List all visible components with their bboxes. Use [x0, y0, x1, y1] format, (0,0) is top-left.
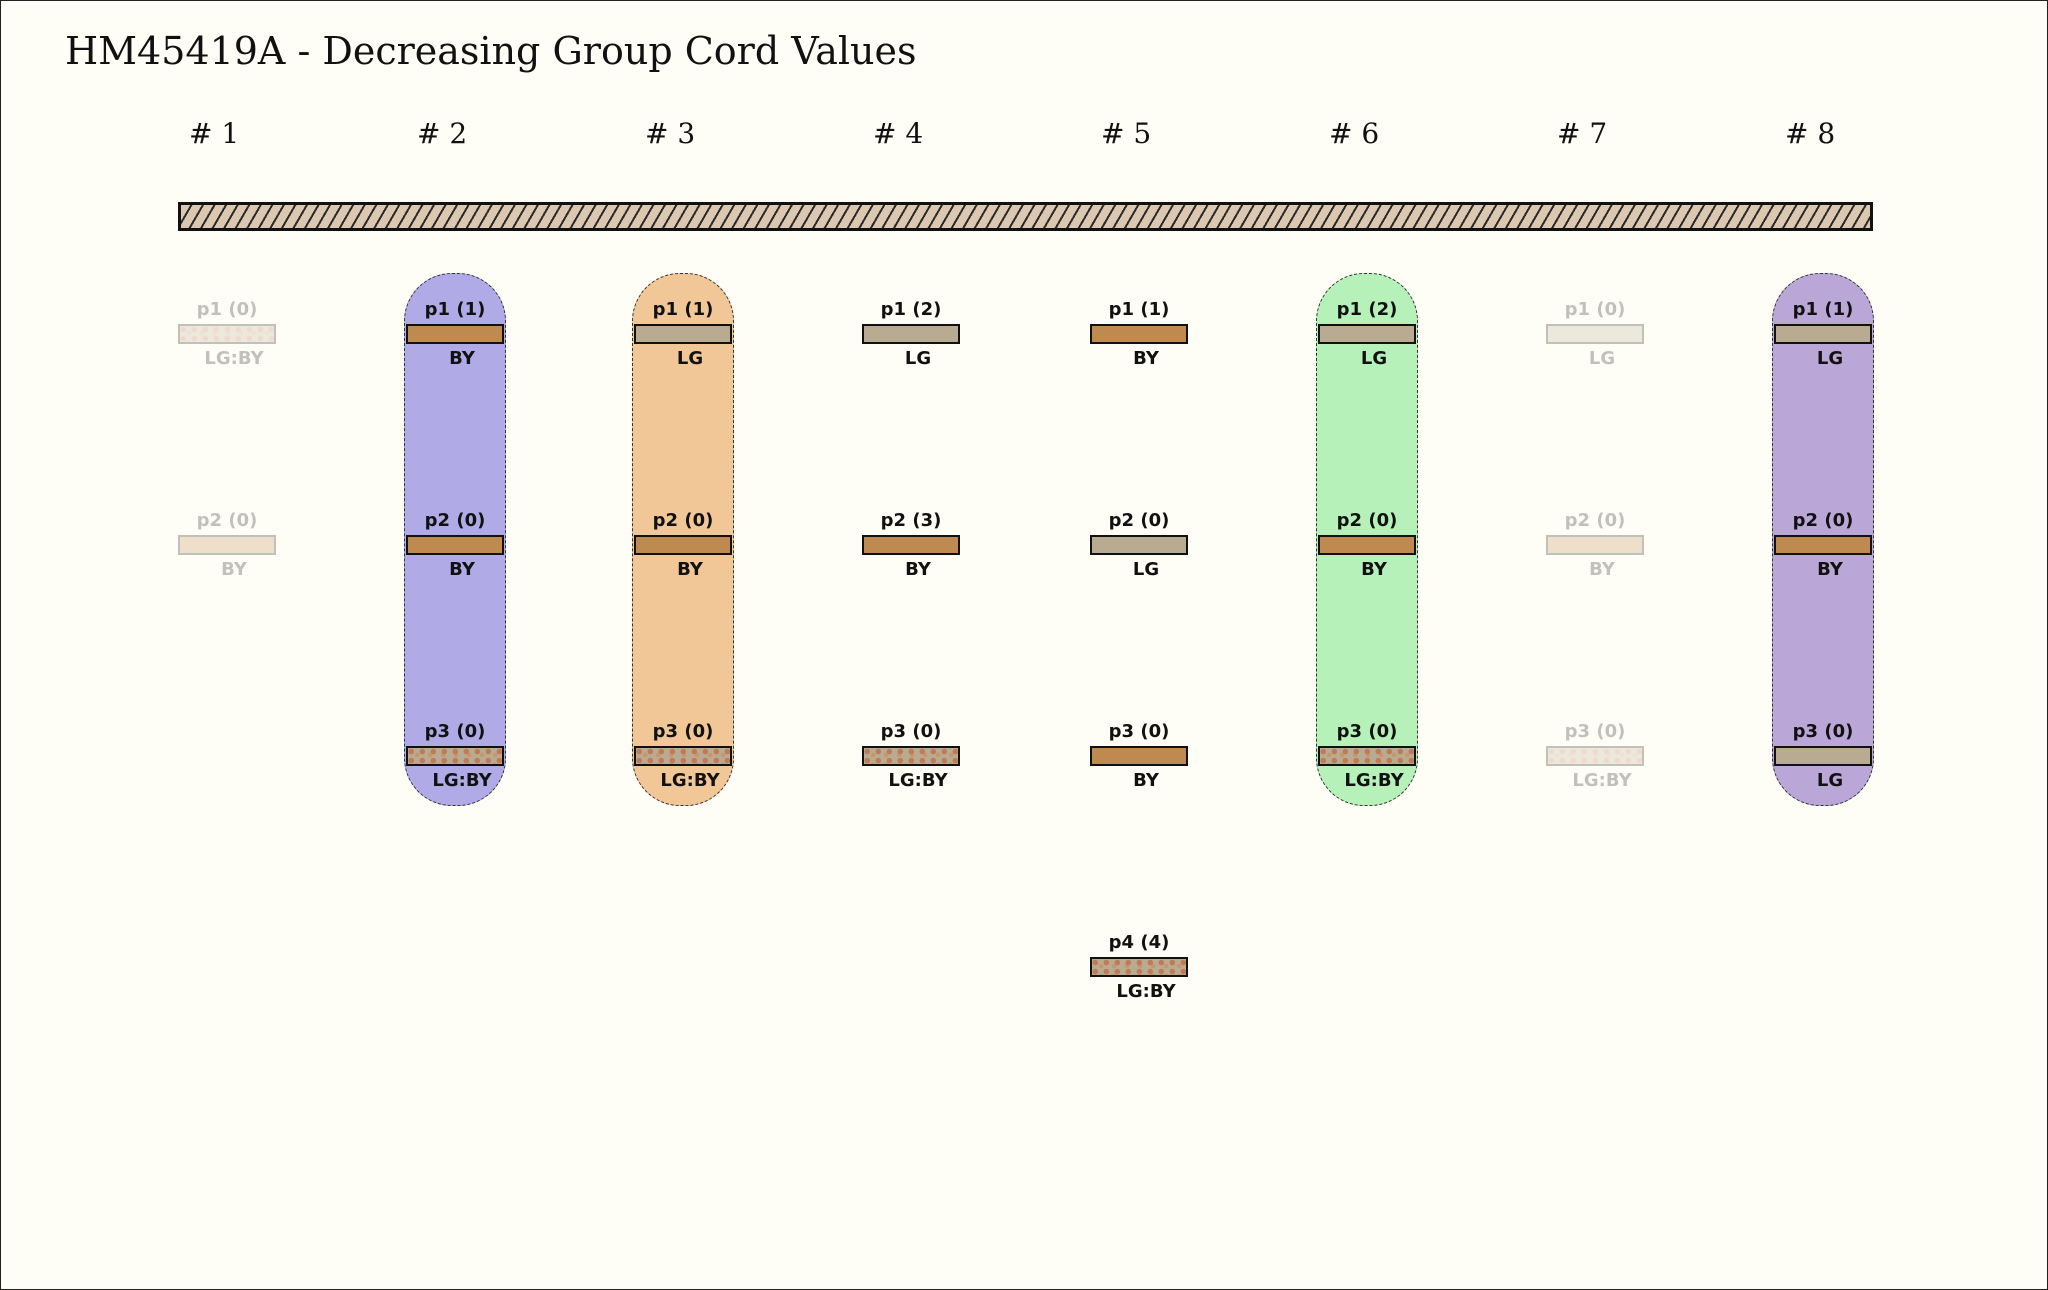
cord-color-label: LG:BY: [888, 770, 948, 791]
pendant-cord: [634, 746, 732, 766]
group-label: # 6: [1329, 117, 1380, 150]
pendant-cord: [1318, 324, 1416, 344]
cord-label: p3 (0): [652, 721, 714, 742]
group-label: # 2: [417, 117, 468, 150]
cord-color-label: LG:BY: [1572, 770, 1632, 791]
diagram-title: HM45419A - Decreasing Group Cord Values: [65, 29, 917, 73]
pendant-cord: [178, 535, 276, 555]
cord-label: p2 (0): [1336, 510, 1398, 531]
cord-color-label: BY: [1361, 559, 1387, 580]
pendant-cord: [1774, 746, 1872, 766]
pendant-cord: [1318, 746, 1416, 766]
group-label: # 5: [1101, 117, 1152, 150]
cord-color-label: BY: [677, 559, 703, 580]
pendant-cord: [1090, 324, 1188, 344]
cord-color-label: LG: [1816, 348, 1844, 369]
pendant-cord: [862, 535, 960, 555]
cord-label: p3 (0): [880, 721, 942, 742]
cord-color-label: LG:BY: [660, 770, 720, 791]
cord-color-label: BY: [1817, 559, 1843, 580]
cord-color-label: BY: [1133, 770, 1159, 791]
cord-color-label: BY: [449, 348, 475, 369]
cord-label: p1 (1): [424, 299, 486, 320]
cord-color-label: LG:BY: [1116, 981, 1176, 1002]
pendant-cord: [634, 324, 732, 344]
pendant-cord: [1090, 535, 1188, 555]
cord-color-label: LG:BY: [204, 348, 264, 369]
cord-label: p1 (0): [1564, 299, 1626, 320]
cord-label: p3 (0): [1108, 721, 1170, 742]
cord-label: p2 (3): [880, 510, 942, 531]
cord-color-label: LG: [1132, 559, 1160, 580]
cord-label: p2 (0): [652, 510, 714, 531]
cord-label: p2 (0): [196, 510, 258, 531]
pendant-cord: [406, 535, 504, 555]
cord-label: p3 (0): [1336, 721, 1398, 742]
pendant-cord: [862, 324, 960, 344]
cord-label: p2 (0): [1792, 510, 1854, 531]
cord-color-label: LG: [1816, 770, 1844, 791]
pendant-cord: [1090, 746, 1188, 766]
cord-label: p3 (0): [1564, 721, 1626, 742]
cord-color-label: LG: [1360, 348, 1388, 369]
pendant-cord: [1774, 324, 1872, 344]
cord-color-label: BY: [1133, 348, 1159, 369]
pendant-cord: [1546, 535, 1644, 555]
pendant-cord: [634, 535, 732, 555]
cord-label: p1 (0): [196, 299, 258, 320]
cord-label: p2 (0): [424, 510, 486, 531]
group-label: # 1: [189, 117, 240, 150]
cord-color-label: LG: [676, 348, 704, 369]
cord-color-label: BY: [449, 559, 475, 580]
cord-color-label: BY: [221, 559, 247, 580]
pendant-cord: [406, 746, 504, 766]
cord-color-label: BY: [1589, 559, 1615, 580]
cord-label: p4 (4): [1108, 932, 1170, 953]
cord-label: p1 (1): [652, 299, 714, 320]
cord-label: p3 (0): [1792, 721, 1854, 742]
cord-label: p3 (0): [424, 721, 486, 742]
cord-label: p1 (1): [1792, 299, 1854, 320]
group-label: # 4: [873, 117, 924, 150]
cord-color-label: LG:BY: [1344, 770, 1404, 791]
cord-label: p1 (2): [1336, 299, 1398, 320]
pendant-cord: [406, 324, 504, 344]
cord-label: p1 (1): [1108, 299, 1170, 320]
top-cord: [178, 202, 1873, 231]
cord-label: p2 (0): [1564, 510, 1626, 531]
pendant-cord: [1546, 324, 1644, 344]
cord-label: p2 (0): [1108, 510, 1170, 531]
cord-label: p1 (2): [880, 299, 942, 320]
cord-color-label: LG:BY: [432, 770, 492, 791]
cord-color-label: LG: [904, 348, 932, 369]
pendant-cord: [1318, 535, 1416, 555]
pendant-cord: [1090, 957, 1188, 977]
group-label: # 3: [645, 117, 696, 150]
cord-color-label: BY: [905, 559, 931, 580]
group-label: # 7: [1557, 117, 1608, 150]
pendant-cord: [862, 746, 960, 766]
pendant-cord: [1774, 535, 1872, 555]
group-label: # 8: [1785, 117, 1836, 150]
cord-color-label: LG: [1588, 348, 1616, 369]
pendant-cord: [1546, 746, 1644, 766]
pendant-cord: [178, 324, 276, 344]
